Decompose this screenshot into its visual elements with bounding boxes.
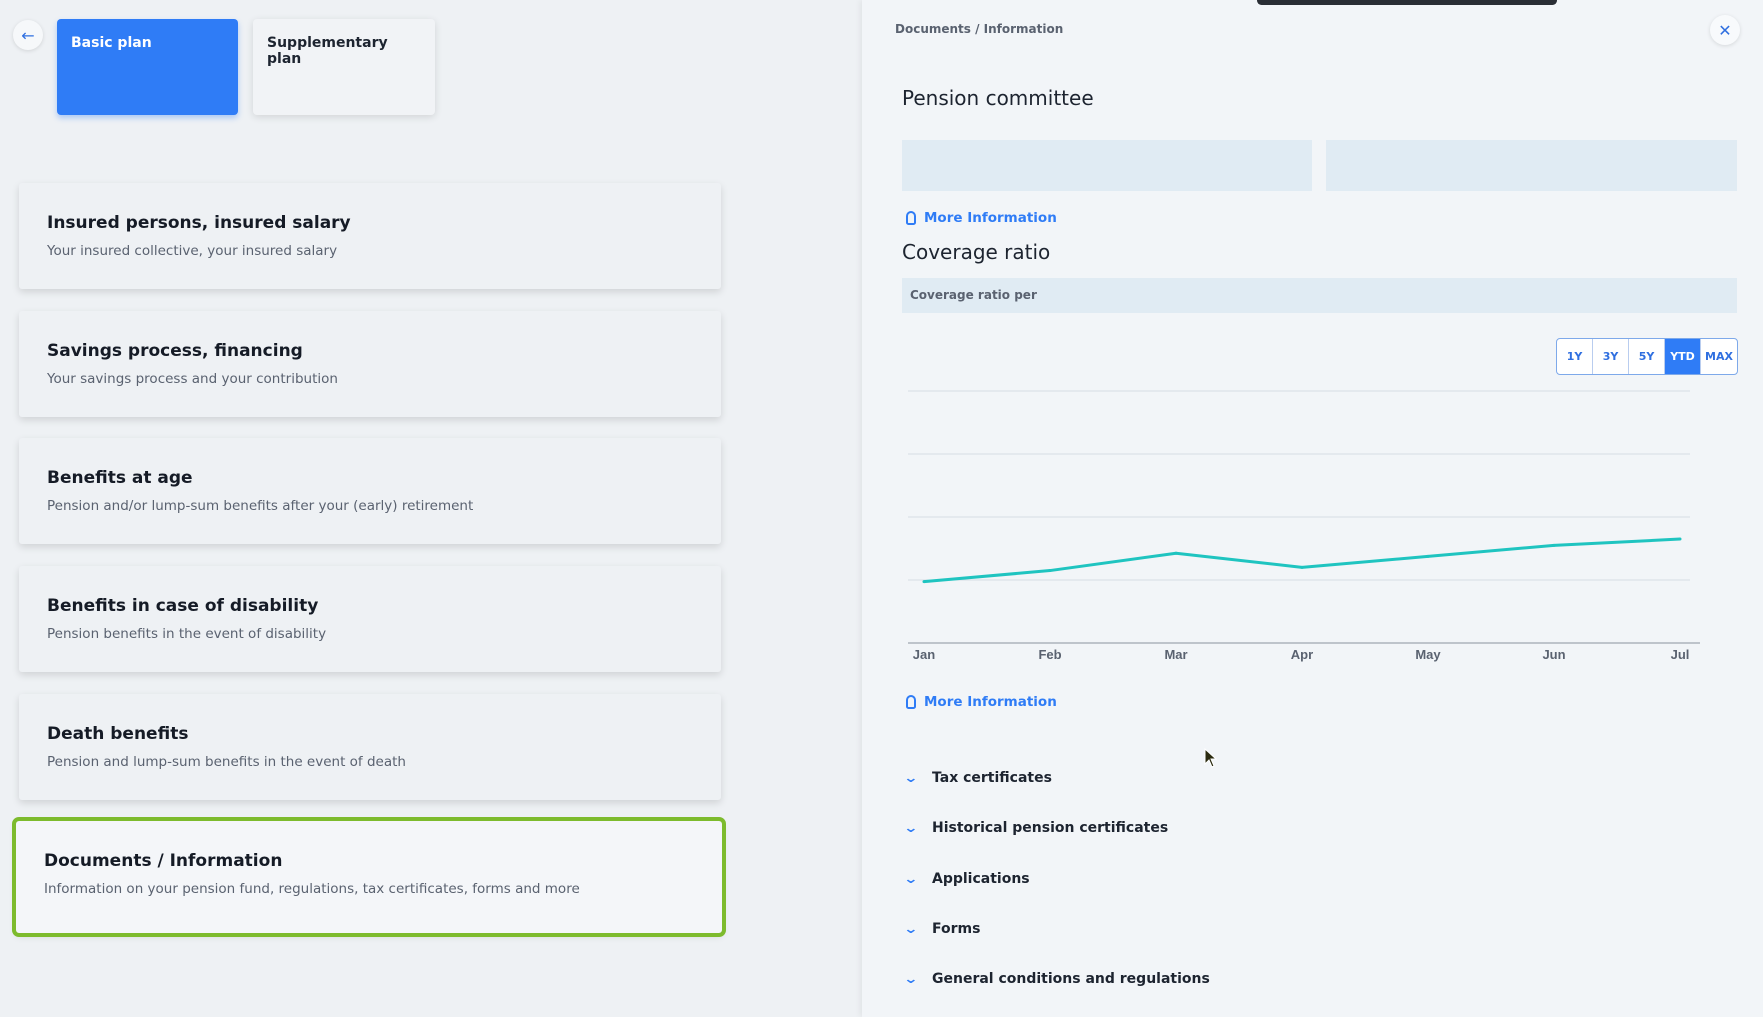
coverage-ratio-info: Coverage ratio per — [902, 278, 1737, 313]
chevron-down-icon: ⌄ — [903, 921, 919, 937]
top-handle — [1257, 0, 1557, 5]
tab-basic-plan[interactable]: Basic plan — [57, 19, 238, 115]
accordion-label: Tax certificates — [932, 770, 1052, 786]
x-tick-label: Feb — [1038, 647, 1061, 662]
committee-member-card — [1326, 140, 1737, 191]
data-point — [1426, 554, 1430, 558]
accordion-tax-certificates[interactable]: ⌄ Tax certificates — [903, 770, 1052, 786]
x-tick-label: Jan — [913, 647, 935, 662]
detail-panel: Documents / Information ✕ Pension commit… — [862, 0, 1763, 1017]
card-title: Death benefits — [47, 724, 189, 744]
back-button[interactable]: ← — [13, 20, 43, 50]
accordion-forms[interactable]: ⌄ Forms — [903, 921, 981, 937]
card-benefits-at-age[interactable]: Benefits at age Pension and/or lump-sum … — [19, 438, 721, 544]
chevron-down-icon: ⌄ — [903, 770, 919, 786]
card-subtitle: Your insured collective, your insured sa… — [47, 243, 338, 259]
chevron-down-icon: ⌄ — [903, 820, 919, 836]
mouse-cursor-icon — [1204, 748, 1218, 768]
range-ytd-button[interactable]: YTD — [1665, 339, 1701, 374]
pension-committee-title: Pension committee — [902, 86, 1094, 110]
card-subtitle: Information on your pension fund, regula… — [44, 881, 580, 897]
data-point — [1300, 565, 1304, 569]
accordion-label: General conditions and regulations — [932, 971, 1210, 987]
range-max-button[interactable]: MAX — [1701, 339, 1737, 374]
range-label: 5Y — [1638, 350, 1655, 363]
accordion-label: Historical pension certificates — [932, 820, 1169, 836]
range-label: 1Y — [1566, 350, 1583, 363]
coverage-ratio-chart: Jan Feb Mar Apr May Jun Jul — [908, 390, 1700, 662]
card-title: Benefits in case of disability — [47, 596, 319, 616]
accordion-general-conditions[interactable]: ⌄ General conditions and regulations — [903, 971, 1210, 987]
x-tick-label: Mar — [1164, 647, 1187, 662]
accordion-label: Forms — [932, 921, 981, 937]
chevron-down-icon: ⌄ — [903, 971, 919, 987]
lightbulb-icon — [906, 211, 916, 225]
card-title: Savings process, financing — [47, 341, 303, 361]
tab-supplementary-plan[interactable]: Supplementary plan — [253, 19, 435, 115]
series-line — [923, 537, 1681, 584]
more-information-link[interactable]: More Information — [906, 210, 1057, 226]
card-title: Insured persons, insured salary — [47, 213, 351, 233]
more-information-label: More Information — [924, 694, 1057, 710]
card-subtitle: Pension and/or lump-sum benefits after y… — [47, 498, 474, 514]
committee-member-card — [902, 140, 1312, 191]
range-1y-button[interactable]: 1Y — [1557, 339, 1593, 374]
range-3y-button[interactable]: 3Y — [1593, 339, 1629, 374]
coverage-ratio-label: Coverage ratio per — [910, 288, 1037, 302]
data-point — [1552, 543, 1556, 547]
x-tick-label: May — [1415, 647, 1441, 662]
card-subtitle: Your savings process and your contributi… — [47, 371, 338, 387]
data-point — [1048, 569, 1052, 573]
x-tick-label: Apr — [1291, 647, 1313, 662]
close-icon: ✕ — [1718, 20, 1732, 40]
accordion-label: Applications — [932, 871, 1030, 887]
x-tick-label: Jul — [1671, 647, 1690, 662]
coverage-ratio-title: Coverage ratio — [902, 240, 1051, 264]
tab-label: Supplementary plan — [267, 35, 388, 67]
card-subtitle: Pension and lump-sum benefits in the eve… — [47, 754, 406, 770]
tab-label: Basic plan — [71, 35, 152, 51]
card-subtitle: Pension benefits in the event of disabil… — [47, 626, 327, 642]
data-point — [922, 580, 926, 584]
card-death-benefits[interactable]: Death benefits Pension and lump-sum bene… — [19, 694, 721, 800]
card-title: Documents / Information — [44, 851, 283, 871]
card-insured-persons[interactable]: Insured persons, insured salary Your ins… — [19, 183, 721, 289]
accordion-historical-pension-certificates[interactable]: ⌄ Historical pension certificates — [903, 820, 1169, 836]
data-point — [1678, 537, 1682, 541]
data-point — [1174, 551, 1178, 555]
range-label: MAX — [1705, 350, 1733, 363]
more-information-link[interactable]: More Information — [906, 694, 1057, 710]
close-button[interactable]: ✕ — [1710, 15, 1740, 45]
card-savings-process[interactable]: Savings process, financing Your savings … — [19, 311, 721, 417]
card-title: Benefits at age — [47, 468, 193, 488]
range-5y-button[interactable]: 5Y — [1629, 339, 1665, 374]
left-pane: ← Basic plan Supplementary plan Insured … — [0, 0, 862, 1017]
range-selector: 1Y 3Y 5Y YTD MAX — [1556, 338, 1738, 375]
card-documents-information[interactable]: Documents / Information Information on y… — [12, 817, 726, 937]
breadcrumb: Documents / Information — [895, 22, 1064, 36]
more-information-label: More Information — [924, 210, 1057, 226]
accordion-applications[interactable]: ⌄ Applications — [903, 871, 1030, 887]
card-benefits-disability[interactable]: Benefits in case of disability Pension b… — [19, 566, 721, 672]
range-label: YTD — [1670, 350, 1695, 363]
lightbulb-icon — [906, 695, 916, 709]
range-label: 3Y — [1602, 350, 1619, 363]
x-tick-label: Jun — [1542, 647, 1565, 662]
chevron-down-icon: ⌄ — [903, 871, 919, 887]
arrow-left-icon: ← — [21, 25, 35, 45]
